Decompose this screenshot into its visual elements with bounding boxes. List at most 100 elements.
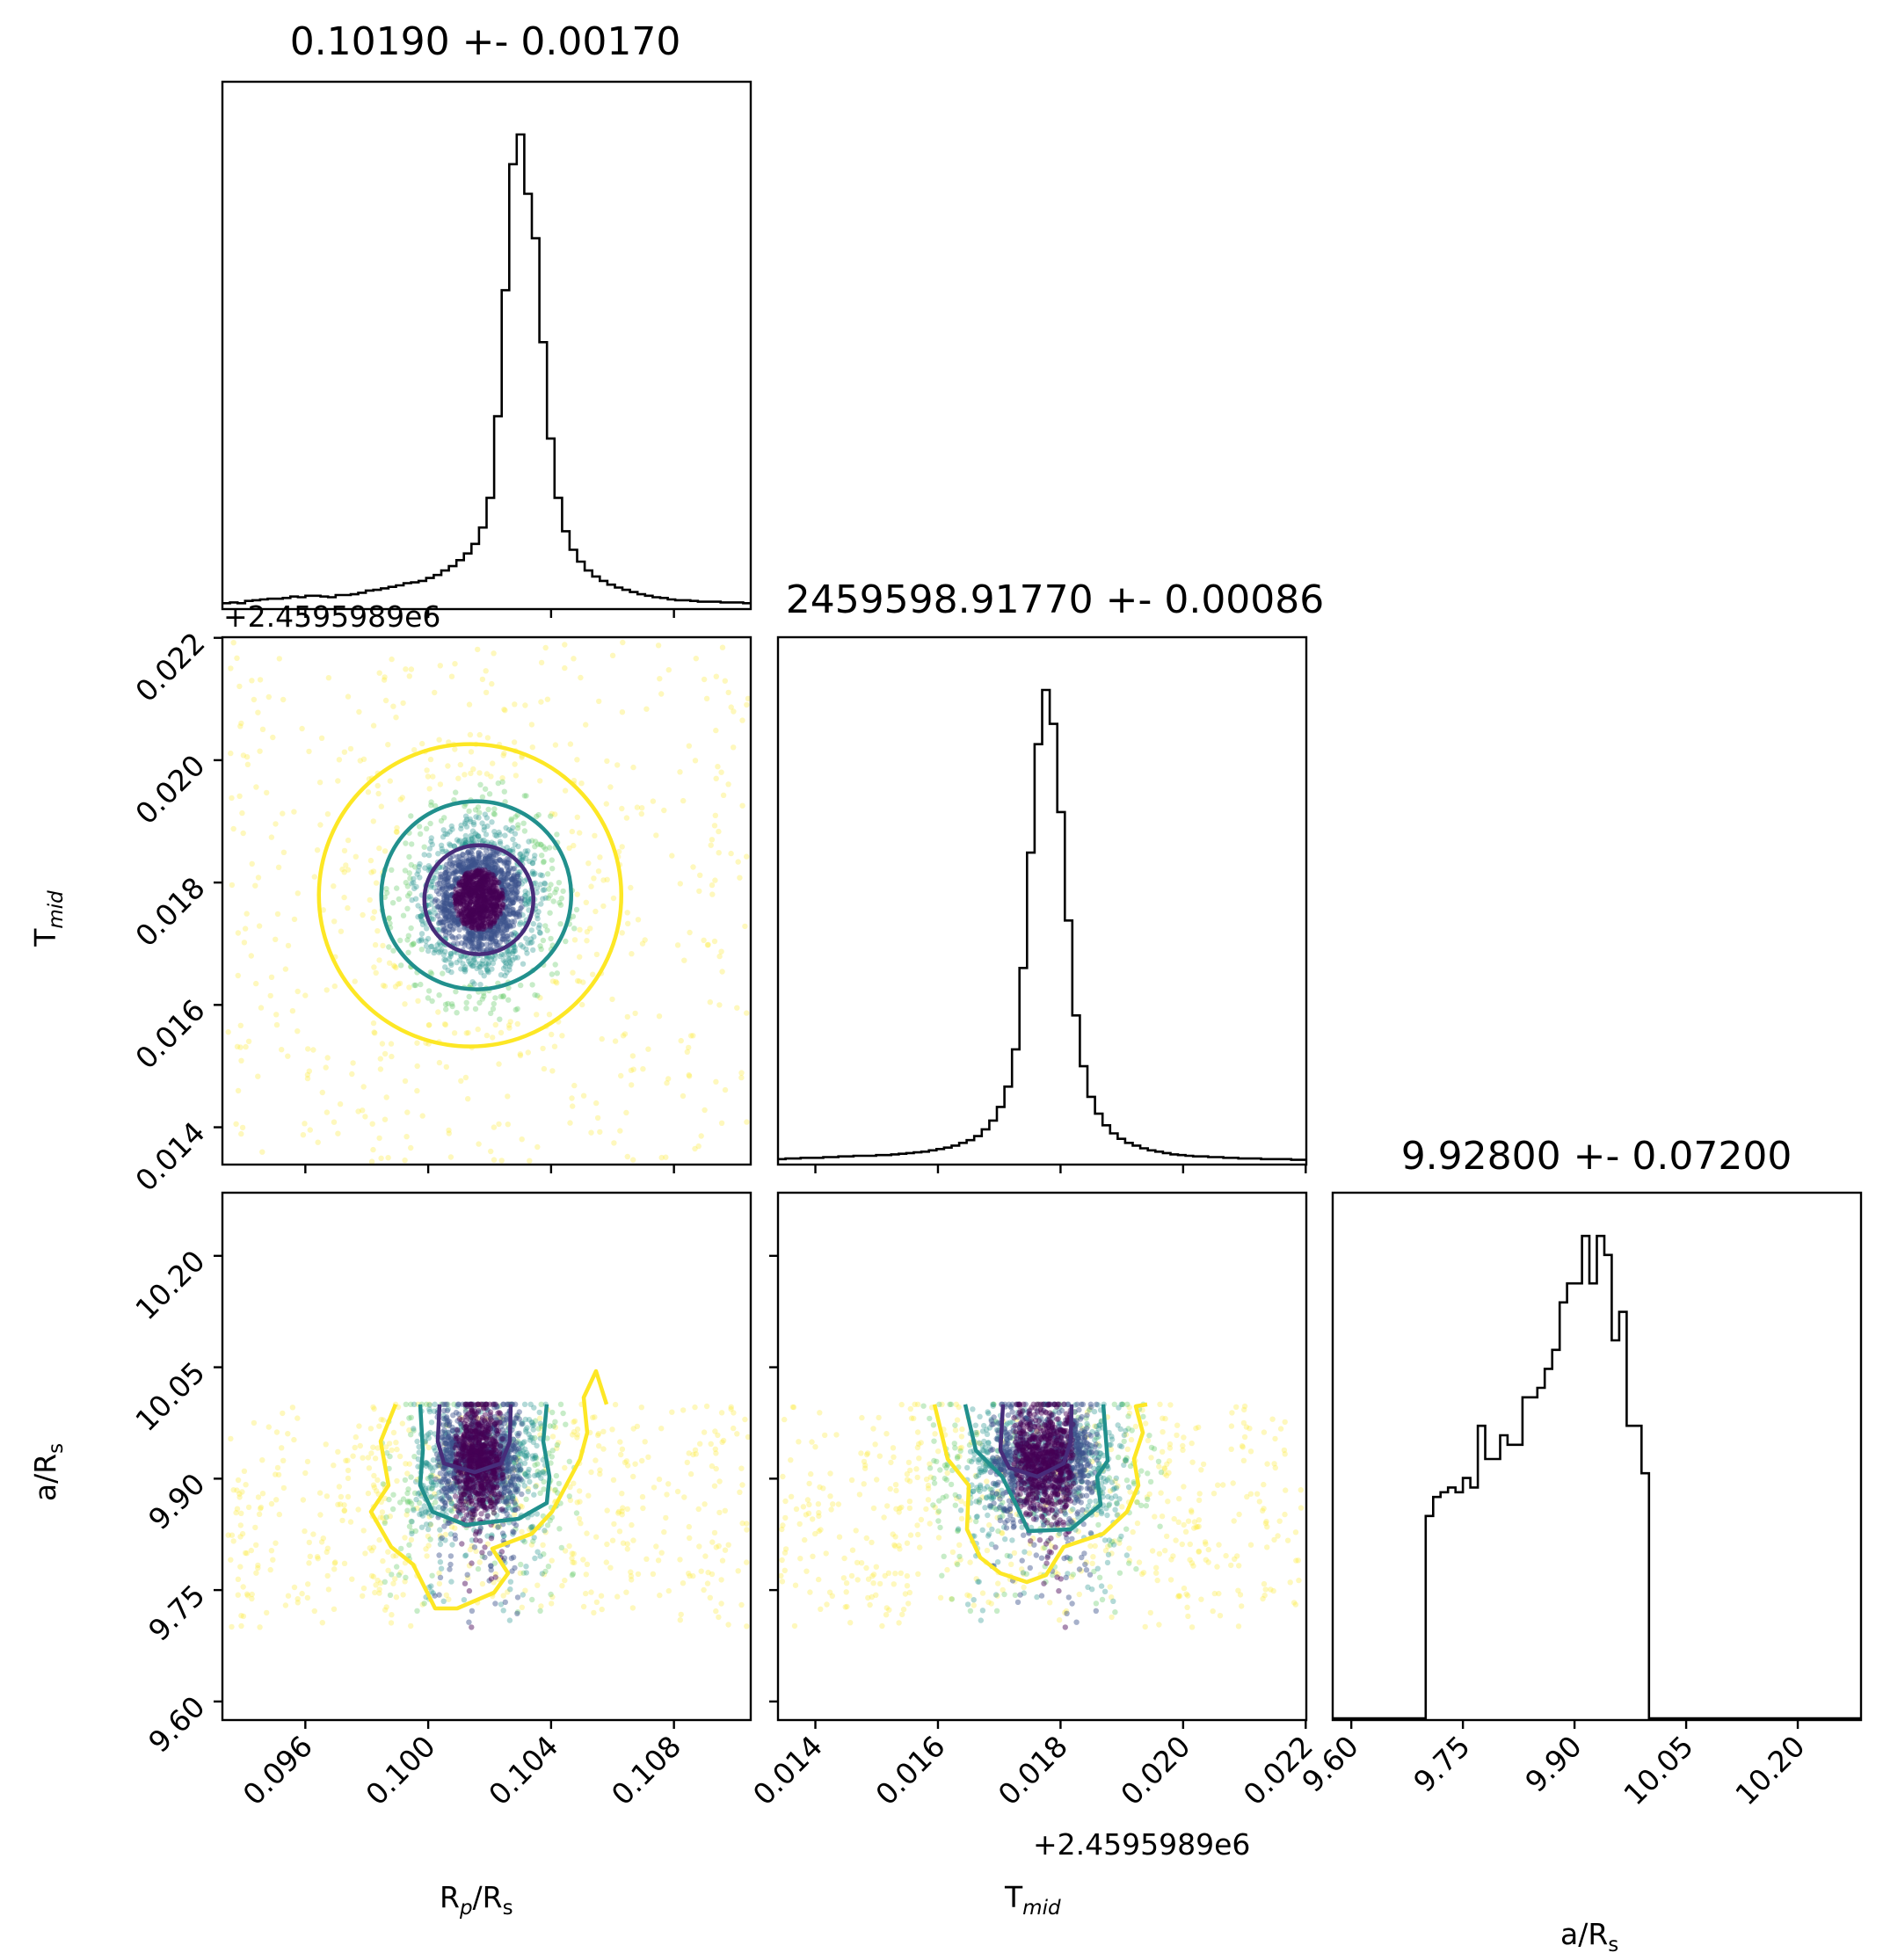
scatter-point — [275, 1471, 282, 1478]
scatter-point — [1193, 1524, 1199, 1530]
scatter-point — [302, 1528, 308, 1535]
scatter-point — [966, 1593, 973, 1599]
scatter-point — [449, 1542, 455, 1548]
scatter-point — [1075, 1528, 1081, 1535]
scatter-point — [713, 727, 719, 734]
scatter-point — [517, 1570, 523, 1577]
scatter-point — [267, 1566, 273, 1573]
scatter-point — [520, 820, 527, 826]
scatter-point — [235, 1477, 242, 1484]
scatter-point — [693, 1451, 699, 1457]
scatter-point — [570, 1571, 577, 1577]
scatter-point — [345, 693, 352, 700]
scatter-point — [382, 1579, 388, 1586]
scatter-point — [549, 1031, 555, 1038]
scatter-point — [629, 1521, 635, 1528]
scatter-point — [558, 1544, 564, 1551]
scatter-point — [1068, 1507, 1074, 1514]
scatter-point — [1098, 1583, 1105, 1589]
scatter-point — [1160, 1448, 1166, 1455]
scatter-point — [491, 811, 498, 817]
scatter-point — [665, 667, 672, 673]
scatter-point — [958, 1515, 965, 1522]
scatter-point — [252, 1524, 258, 1531]
scatter-point — [507, 1019, 513, 1025]
scatter-point — [665, 1481, 672, 1487]
scatter-point — [449, 1003, 455, 1010]
scatter-point — [1190, 1563, 1196, 1569]
scatter-point — [665, 1076, 672, 1082]
scatter-point — [738, 1070, 745, 1076]
scatter-point — [1101, 1537, 1109, 1543]
scatter-point — [400, 912, 407, 918]
scatter-point — [1233, 1404, 1240, 1411]
scatter-point — [573, 1510, 580, 1516]
scatter-point — [687, 1033, 694, 1039]
scatter-point — [1295, 1557, 1301, 1564]
scatter-point — [230, 825, 236, 832]
scatter-point — [934, 1509, 942, 1516]
scatter-point — [779, 1579, 786, 1585]
scatter-point — [419, 1601, 425, 1608]
scatter-point — [873, 1592, 879, 1599]
scatter-point — [377, 1580, 384, 1586]
scatter-point — [624, 910, 630, 916]
scatter-point — [464, 1572, 470, 1578]
scatter-point — [399, 795, 405, 801]
scatter-point — [440, 970, 446, 976]
scatter-point — [427, 756, 434, 763]
scatter-point — [619, 805, 625, 812]
scatter-point — [411, 1426, 417, 1432]
scatter-point — [498, 1029, 505, 1036]
scatter-point — [883, 1431, 890, 1437]
scatter-point — [1170, 1553, 1176, 1559]
scatter-point — [236, 1491, 243, 1497]
scatter-point — [408, 1401, 414, 1408]
scatter-point — [399, 1420, 405, 1426]
scatter-point — [622, 1031, 629, 1037]
scatter-point — [345, 1493, 352, 1500]
scatter-point — [375, 790, 382, 797]
scatter-point — [1124, 1446, 1131, 1453]
scatter-point — [1109, 1614, 1115, 1621]
scatter-point — [869, 1573, 876, 1579]
scatter-point — [502, 1468, 508, 1474]
scatter-point — [883, 1612, 890, 1618]
scatter-point — [498, 972, 505, 978]
scatter-point — [923, 1506, 929, 1513]
scatter-point — [432, 689, 438, 696]
scatter-point — [406, 870, 412, 876]
scatter-point — [380, 942, 386, 949]
scatter-point — [387, 1514, 393, 1520]
scatter-point — [879, 1622, 885, 1630]
scatter-point — [982, 1505, 988, 1511]
scatter-point — [1156, 1550, 1163, 1557]
scatter-point — [713, 1544, 719, 1550]
scatter-point — [240, 1613, 247, 1620]
scatter-point — [1262, 1586, 1269, 1593]
scatter-point — [471, 1544, 478, 1550]
scatter-point — [235, 930, 242, 936]
scatter-point — [390, 1553, 396, 1559]
scatter-point — [285, 1593, 292, 1599]
scatter-point — [1059, 1428, 1066, 1434]
scatter-point — [519, 1421, 525, 1427]
scatter-point — [744, 1521, 750, 1527]
scatter-point — [1121, 1438, 1127, 1445]
scatter-point — [628, 884, 634, 891]
scatter-point — [1189, 1560, 1196, 1566]
scatter-point — [239, 1124, 246, 1131]
scatter-point — [619, 1491, 625, 1497]
scatter-point — [490, 1475, 497, 1482]
scatter-point — [421, 1601, 427, 1607]
scatter-point — [824, 1601, 830, 1608]
scatter-point — [1125, 1426, 1131, 1432]
scatter-point — [517, 1052, 524, 1059]
scatter-point — [1067, 1557, 1073, 1564]
scatter-point — [408, 813, 414, 819]
scatter-point — [509, 1568, 515, 1574]
scatter-point — [686, 1450, 692, 1456]
scatter-point — [497, 1403, 503, 1409]
scatter-point — [1284, 1537, 1291, 1543]
scatter-point — [417, 831, 424, 837]
